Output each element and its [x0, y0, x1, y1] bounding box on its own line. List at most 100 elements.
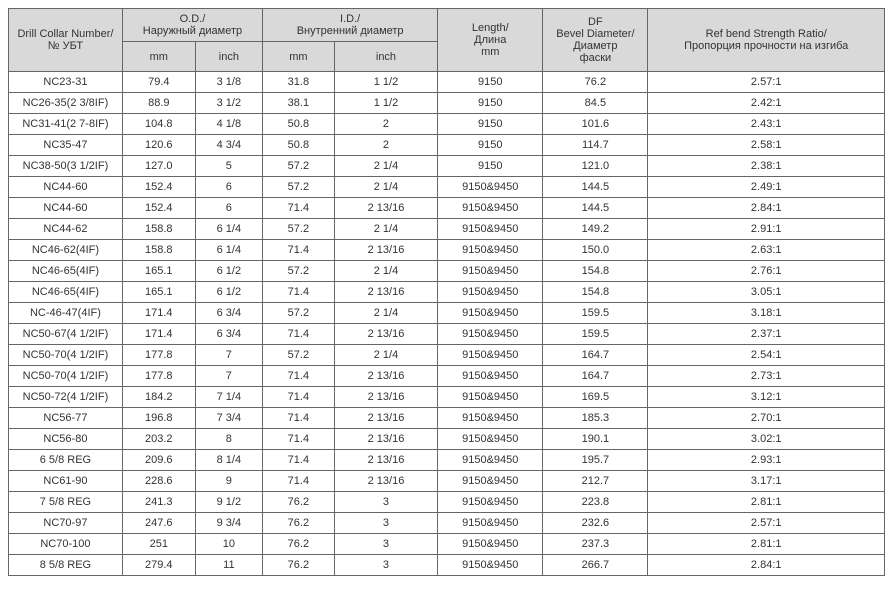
table-cell: 76.2 [543, 72, 648, 93]
table-cell: 152.4 [122, 198, 195, 219]
table-cell: 2.81:1 [648, 492, 885, 513]
table-cell: 2 13/16 [334, 282, 438, 303]
header-length: Length/ Длина mm [438, 9, 543, 72]
table-cell: 57.2 [263, 156, 335, 177]
table-cell: 6 [195, 198, 262, 219]
table-cell: 2.93:1 [648, 450, 885, 471]
table-cell: 71.4 [263, 471, 335, 492]
table-row: NC46-62(4IF)158.86 1/471.42 13/169150&94… [9, 240, 885, 261]
table-cell: 165.1 [122, 261, 195, 282]
table-cell: NC23-31 [9, 72, 123, 93]
table-header: Drill Collar Number/ № УБТ O.D./ Наружны… [9, 9, 885, 72]
table-cell: 71.4 [263, 240, 335, 261]
table-cell: 3 [334, 513, 438, 534]
table-cell: 9150 [438, 114, 543, 135]
table-row: NC38-50(3 1/2IF)127.0557.22 1/49150121.0… [9, 156, 885, 177]
table-cell: 7 1/4 [195, 387, 262, 408]
table-cell: 165.1 [122, 282, 195, 303]
table-cell: 2.57:1 [648, 513, 885, 534]
table-row: NC70-97247.69 3/476.239150&9450232.62.57… [9, 513, 885, 534]
table-cell: 7 5/8 REG [9, 492, 123, 513]
table-cell: 2 13/16 [334, 324, 438, 345]
table-cell: 2 13/16 [334, 387, 438, 408]
table-cell: 164.7 [543, 345, 648, 366]
table-cell: 2.70:1 [648, 408, 885, 429]
table-cell: 9150&9450 [438, 471, 543, 492]
table-row: NC26-35(2 3/8IF)88.93 1/238.11 1/2915084… [9, 93, 885, 114]
header-od-group: O.D./ Наружный диаметр [122, 9, 262, 42]
table-cell: 190.1 [543, 429, 648, 450]
table-cell: 247.6 [122, 513, 195, 534]
table-cell: NC50-72(4 1/2IF) [9, 387, 123, 408]
table-cell: NC56-77 [9, 408, 123, 429]
table-cell: 31.8 [263, 72, 335, 93]
table-cell: 171.4 [122, 303, 195, 324]
table-cell: 185.3 [543, 408, 648, 429]
header-collar: Drill Collar Number/ № УБТ [9, 9, 123, 72]
table-cell: 177.8 [122, 345, 195, 366]
table-cell: 9150&9450 [438, 555, 543, 576]
table-cell: NC56-80 [9, 429, 123, 450]
table-cell: 2.91:1 [648, 219, 885, 240]
table-cell: NC70-100 [9, 534, 123, 555]
table-cell: 57.2 [263, 261, 335, 282]
table-row: NC23-3179.43 1/831.81 1/2915076.22.57:1 [9, 72, 885, 93]
table-cell: NC44-60 [9, 198, 123, 219]
table-cell: 195.7 [543, 450, 648, 471]
table-cell: 9150&9450 [438, 450, 543, 471]
table-cell: NC44-60 [9, 177, 123, 198]
table-cell: 9150&9450 [438, 198, 543, 219]
table-cell: 4 1/8 [195, 114, 262, 135]
table-cell: 9150 [438, 135, 543, 156]
header-df: DF Bevel Diameter/ Диаметр фаски [543, 9, 648, 72]
table-cell: 7 [195, 366, 262, 387]
table-row: NC61-90228.6971.42 13/169150&9450212.73.… [9, 471, 885, 492]
table-cell: 6 [195, 177, 262, 198]
table-cell: 9 3/4 [195, 513, 262, 534]
table-cell: 1 1/2 [334, 72, 438, 93]
table-cell: 57.2 [263, 177, 335, 198]
table-cell: 1 1/2 [334, 93, 438, 114]
table-row: NC31-41(2 7-8IF)104.84 1/850.829150101.6… [9, 114, 885, 135]
table-cell: 2 13/16 [334, 429, 438, 450]
table-cell: 2.84:1 [648, 198, 885, 219]
table-cell: 2 13/16 [334, 366, 438, 387]
table-cell: 71.4 [263, 408, 335, 429]
table-cell: 50.8 [263, 135, 335, 156]
header-ratio: Ref bend Strength Ratio/ Пропорция прочн… [648, 9, 885, 72]
table-cell: 2.76:1 [648, 261, 885, 282]
table-cell: 9150&9450 [438, 261, 543, 282]
table-cell: 6 3/4 [195, 324, 262, 345]
table-cell: 71.4 [263, 324, 335, 345]
table-cell: 144.5 [543, 198, 648, 219]
table-cell: 2.63:1 [648, 240, 885, 261]
table-cell: 3.02:1 [648, 429, 885, 450]
table-cell: 2.43:1 [648, 114, 885, 135]
table-cell: 11 [195, 555, 262, 576]
table-cell: 84.5 [543, 93, 648, 114]
table-cell: 158.8 [122, 240, 195, 261]
header-id-mm: mm [263, 42, 335, 72]
table-cell: 57.2 [263, 219, 335, 240]
table-cell: 71.4 [263, 198, 335, 219]
table-cell: 2.57:1 [648, 72, 885, 93]
table-cell: 6 1/2 [195, 261, 262, 282]
table-cell: 9150&9450 [438, 345, 543, 366]
table-cell: NC70-97 [9, 513, 123, 534]
table-cell: 2.58:1 [648, 135, 885, 156]
table-cell: 251 [122, 534, 195, 555]
table-row: NC56-80203.2871.42 13/169150&9450190.13.… [9, 429, 885, 450]
table-cell: 8 5/8 REG [9, 555, 123, 576]
table-cell: 3 [334, 492, 438, 513]
table-cell: NC46-65(4IF) [9, 282, 123, 303]
table-cell: 9150&9450 [438, 492, 543, 513]
table-cell: 57.2 [263, 303, 335, 324]
table-cell: 2 1/4 [334, 156, 438, 177]
table-cell: 9150&9450 [438, 387, 543, 408]
table-row: NC44-62158.86 1/457.22 1/49150&9450149.2… [9, 219, 885, 240]
table-cell: 154.8 [543, 282, 648, 303]
table-cell: 203.2 [122, 429, 195, 450]
table-cell: 76.2 [263, 492, 335, 513]
table-cell: 6 3/4 [195, 303, 262, 324]
table-cell: NC26-35(2 3/8IF) [9, 93, 123, 114]
